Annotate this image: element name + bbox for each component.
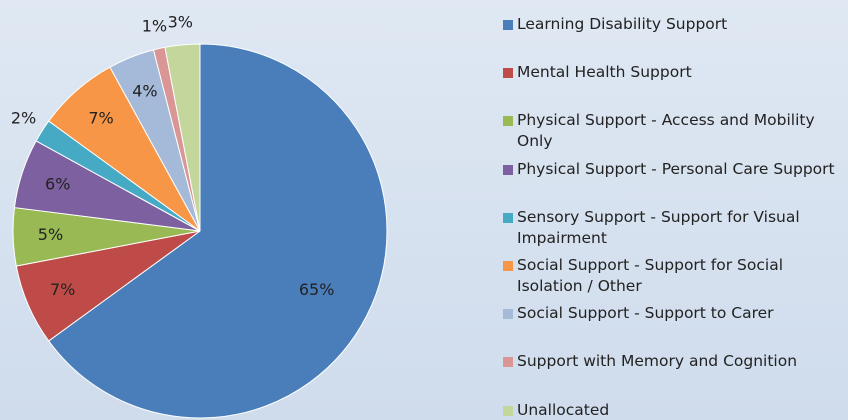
legend-label: Social Support - Support for Social Isol… bbox=[517, 256, 783, 295]
legend-label: Unallocated bbox=[517, 400, 610, 419]
data-label: 2% bbox=[11, 109, 36, 128]
data-label: 7% bbox=[50, 280, 75, 299]
data-label: 1% bbox=[142, 17, 167, 36]
legend-item: Physical Support - Access and Mobility O… bbox=[503, 110, 848, 152]
legend-label: Physical Support - Access and Mobility O… bbox=[517, 111, 815, 151]
legend-item: Unallocated bbox=[503, 400, 848, 420]
data-label: 65% bbox=[299, 280, 335, 299]
legend-label: Sensory Support - Support for Visual Imp… bbox=[517, 207, 800, 247]
legend-label: Social Support - Support to Carer bbox=[517, 304, 774, 323]
pie-slice bbox=[48, 43, 388, 419]
data-label: 6% bbox=[45, 174, 70, 193]
legend-label: Learning Disability Support bbox=[517, 15, 728, 33]
data-label: 4% bbox=[132, 81, 157, 100]
legend-label: Physical Support - Personal Care Support bbox=[517, 159, 835, 178]
legend-swatch bbox=[503, 357, 513, 368]
legend-item: Sensory Support - Support for Visual Imp… bbox=[503, 207, 848, 249]
legend-swatch bbox=[503, 164, 513, 175]
legend-item: Social Support - Support for Social Isol… bbox=[503, 255, 848, 297]
legend-label: Support with Memory and Cognition bbox=[517, 352, 798, 371]
legend-swatch bbox=[503, 261, 513, 271]
legend-swatch bbox=[503, 212, 513, 223]
legend-swatch bbox=[503, 309, 513, 320]
legend-item: Support with Memory and Cognition bbox=[503, 351, 848, 372]
data-label: 7% bbox=[88, 108, 113, 127]
data-label: 5% bbox=[38, 225, 63, 244]
pie-slice bbox=[164, 43, 201, 232]
legend-item: Physical Support - Personal Care Support bbox=[503, 159, 848, 180]
legend-swatch bbox=[503, 116, 513, 127]
legend-swatch bbox=[503, 405, 513, 416]
legend-item: Social Support - Support to Carer bbox=[503, 303, 848, 324]
legend-label: Mental Health Support bbox=[517, 63, 692, 82]
data-label: 3% bbox=[168, 12, 193, 31]
legend-item: Mental Health Support bbox=[503, 62, 848, 83]
legend-swatch bbox=[503, 20, 513, 30]
legend-item: Learning Disability Support bbox=[503, 14, 848, 35]
legend-swatch bbox=[503, 68, 513, 79]
